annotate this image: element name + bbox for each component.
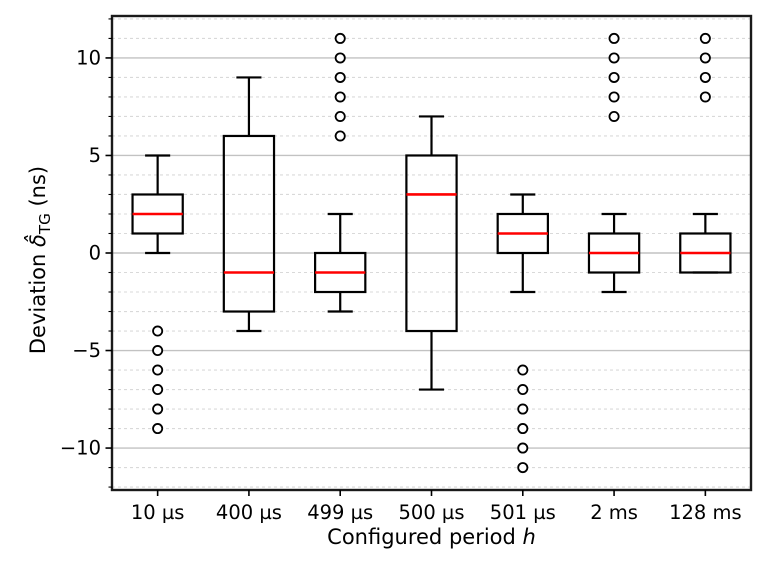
outlier-point [608, 32, 620, 44]
outlier-point [334, 32, 346, 44]
x-axis-label-text: Configured period [327, 525, 523, 549]
box-group-1 [131, 154, 184, 435]
x-tick-label: 10 µs [131, 501, 185, 524]
box-iqr [222, 134, 276, 313]
outlier-point [517, 442, 529, 454]
y-axis-label: Deviation δ̂TG (ns) [26, 166, 54, 354]
box-group-6 [587, 32, 641, 294]
outlier-point [517, 403, 529, 415]
outlier-point [608, 91, 620, 103]
box-group-5 [496, 193, 549, 474]
outlier-point [152, 345, 164, 357]
outlier-point [699, 71, 711, 83]
outlier-point [334, 91, 346, 103]
y-tick-label: 5 [89, 144, 101, 167]
x-tick-label: 500 µs [399, 501, 465, 524]
outlier-point [334, 110, 346, 122]
y-tick-label: −5 [72, 339, 101, 362]
outlier-point [517, 462, 529, 474]
outlier-point [608, 52, 620, 64]
outlier-point [699, 32, 711, 44]
x-tick-label: 501 µs [490, 501, 556, 524]
outlier-point [699, 91, 711, 103]
outlier-point [699, 52, 711, 64]
outlier-point [608, 110, 620, 122]
box-group-3 [314, 32, 367, 313]
outlier-point [517, 423, 529, 435]
y-tick-label: 0 [89, 242, 101, 265]
outlier-point [152, 364, 164, 376]
x-tick-label: 499 µs [307, 501, 373, 524]
outlier-point [608, 71, 620, 83]
x-tick-label: 128 ms [669, 501, 742, 524]
x-axis-label: Configured period h [112, 525, 751, 550]
outlier-point [517, 364, 529, 376]
y-axis-label-symbol: δ̂ [25, 234, 50, 247]
y-tick-label: 10 [76, 46, 101, 69]
outlier-point [152, 423, 164, 435]
y-tick-label: −10 [60, 437, 101, 460]
y-axis-label-text: Deviation [25, 247, 50, 355]
outlier-point [152, 403, 164, 415]
outlier-point [517, 384, 529, 396]
outlier-point [334, 71, 346, 83]
x-tick-label: 400 µs [216, 501, 282, 524]
box-group-7 [679, 32, 732, 274]
box-group-2 [222, 76, 276, 333]
box-group-4 [405, 115, 458, 391]
y-axis-label-subscript: TG [36, 213, 55, 235]
y-axis-label-units: (ns) [25, 165, 50, 214]
outlier-point [334, 52, 346, 64]
outlier-point [152, 325, 164, 337]
x-tick-label: 2 ms [590, 501, 638, 524]
box-iqr [405, 154, 458, 333]
outlier-point [152, 384, 164, 396]
x-axis-label-symbol: h [522, 525, 536, 549]
outlier-point [334, 130, 346, 142]
